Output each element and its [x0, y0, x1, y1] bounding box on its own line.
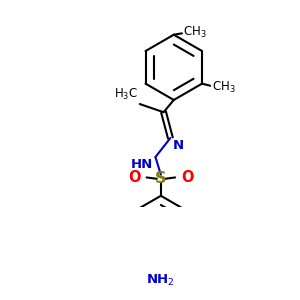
Text: O: O — [128, 170, 140, 185]
Text: CH$_3$: CH$_3$ — [183, 25, 207, 40]
Text: NH$_2$: NH$_2$ — [146, 273, 175, 288]
Text: S: S — [155, 171, 166, 186]
Text: N: N — [172, 140, 184, 152]
Text: O: O — [181, 170, 194, 185]
Text: HN: HN — [130, 158, 153, 171]
Text: H$_3$C: H$_3$C — [114, 87, 138, 102]
Text: CH$_3$: CH$_3$ — [212, 80, 235, 94]
